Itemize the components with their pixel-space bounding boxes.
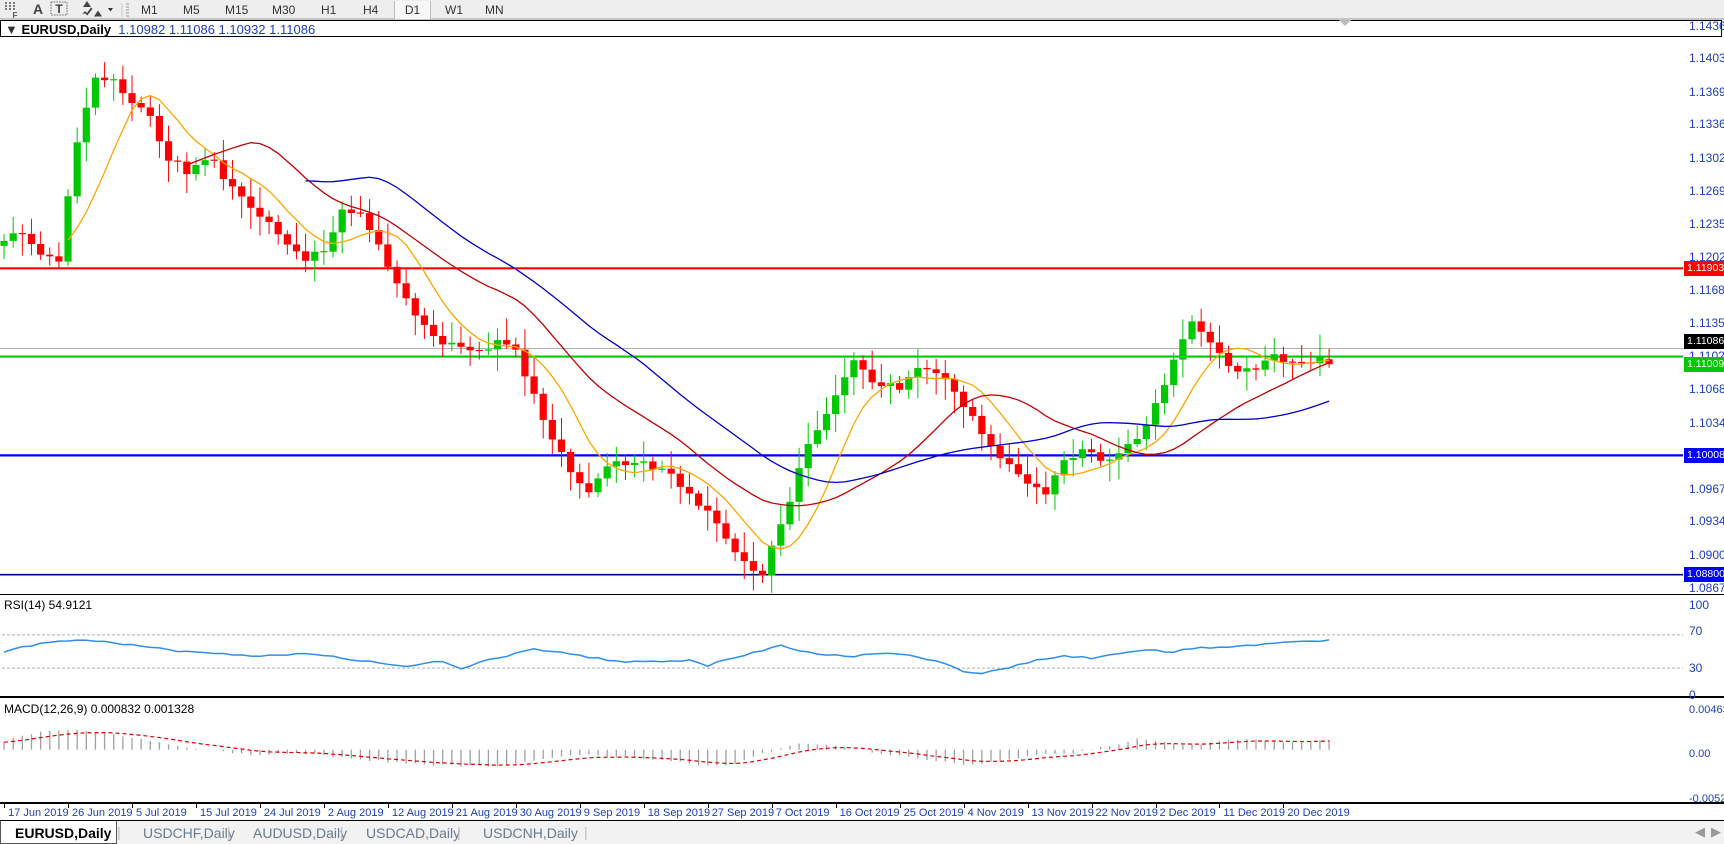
- svg-text:A: A: [33, 1, 43, 17]
- svg-text:T: T: [55, 2, 63, 16]
